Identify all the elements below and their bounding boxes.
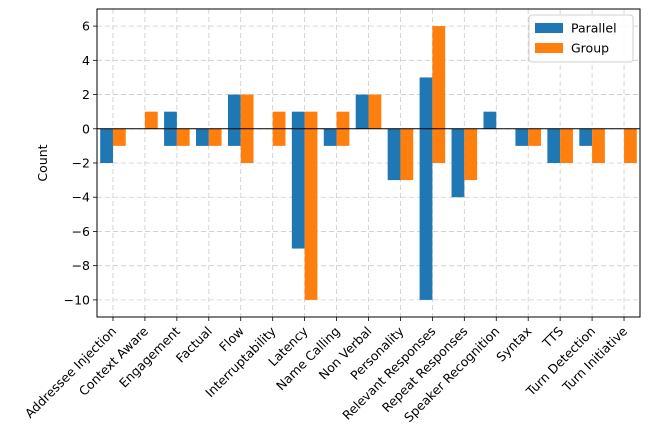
y-tick-label: 6 bbox=[82, 19, 90, 34]
bar-parallel-negative bbox=[291, 128, 305, 249]
bar-group-positive bbox=[432, 26, 446, 129]
bar-group-negative bbox=[560, 128, 573, 163]
bar-group-positive bbox=[272, 111, 286, 129]
bar-parallel-negative bbox=[196, 128, 209, 146]
y-tick-label: −2 bbox=[72, 156, 90, 171]
bar-parallel-negative bbox=[547, 128, 561, 163]
bar-group-positive bbox=[336, 111, 350, 129]
bar-group-negative bbox=[592, 128, 605, 163]
bar-group-negative bbox=[336, 128, 350, 146]
bar-parallel-positive bbox=[419, 77, 433, 129]
y-tick-label: 2 bbox=[82, 87, 90, 102]
bar-parallel-negative bbox=[100, 128, 113, 163]
y-tick-label: −4 bbox=[72, 190, 90, 205]
bar-parallel-positive bbox=[164, 111, 177, 129]
bar-group-negative bbox=[272, 128, 286, 146]
bar-group-negative bbox=[464, 128, 478, 181]
bar-parallel-positive bbox=[483, 111, 497, 129]
bar-parallel-negative bbox=[164, 128, 177, 146]
legend-label-group: Group bbox=[571, 41, 609, 56]
y-tick-label: −10 bbox=[64, 292, 90, 307]
bar-group-negative bbox=[208, 128, 222, 146]
y-tick-label: −6 bbox=[72, 224, 90, 239]
y-tick-label: 4 bbox=[82, 53, 90, 68]
bar-parallel-negative bbox=[515, 128, 529, 146]
bar-group-negative bbox=[432, 128, 446, 163]
bar-group-negative bbox=[400, 128, 414, 181]
x-tick-label: TTS bbox=[539, 323, 567, 351]
bar-layer bbox=[100, 26, 637, 300]
bar-group-negative bbox=[528, 128, 541, 146]
bar-parallel-negative bbox=[419, 128, 433, 300]
bar-group-negative bbox=[304, 128, 318, 300]
bar-group-positive bbox=[304, 111, 318, 129]
bar-group-positive bbox=[368, 94, 382, 129]
legend-swatch-group bbox=[535, 43, 563, 53]
bar-parallel-negative bbox=[451, 128, 465, 198]
bar-parallel-negative bbox=[387, 128, 401, 181]
bar-group-positive bbox=[240, 94, 254, 129]
bar-group-negative bbox=[176, 128, 190, 146]
bar-group-positive bbox=[144, 111, 158, 129]
bar-group-negative bbox=[240, 128, 254, 163]
bar-parallel-negative bbox=[323, 128, 337, 146]
bar-group-negative bbox=[112, 128, 126, 146]
y-axis: 6 4 2 0 −2 −4 −6 −8 −10 bbox=[64, 19, 97, 307]
legend: Parallel Group bbox=[528, 14, 634, 63]
y-axis-label: Count bbox=[35, 144, 50, 181]
legend-label-parallel: Parallel bbox=[571, 21, 617, 36]
y-tick-label: 0 bbox=[82, 121, 90, 136]
bar-parallel-negative bbox=[227, 128, 241, 146]
x-tick-label: Syntax bbox=[493, 324, 534, 365]
bar-group-negative bbox=[624, 128, 637, 163]
y-tick-label: −8 bbox=[72, 258, 90, 273]
bar-parallel-positive bbox=[355, 94, 369, 129]
bar-parallel-positive bbox=[291, 111, 305, 129]
bar-parallel-negative bbox=[579, 128, 593, 146]
x-tick-label: Factual bbox=[173, 324, 215, 366]
legend-swatch-parallel bbox=[535, 23, 563, 33]
bar-parallel-positive bbox=[227, 94, 241, 129]
